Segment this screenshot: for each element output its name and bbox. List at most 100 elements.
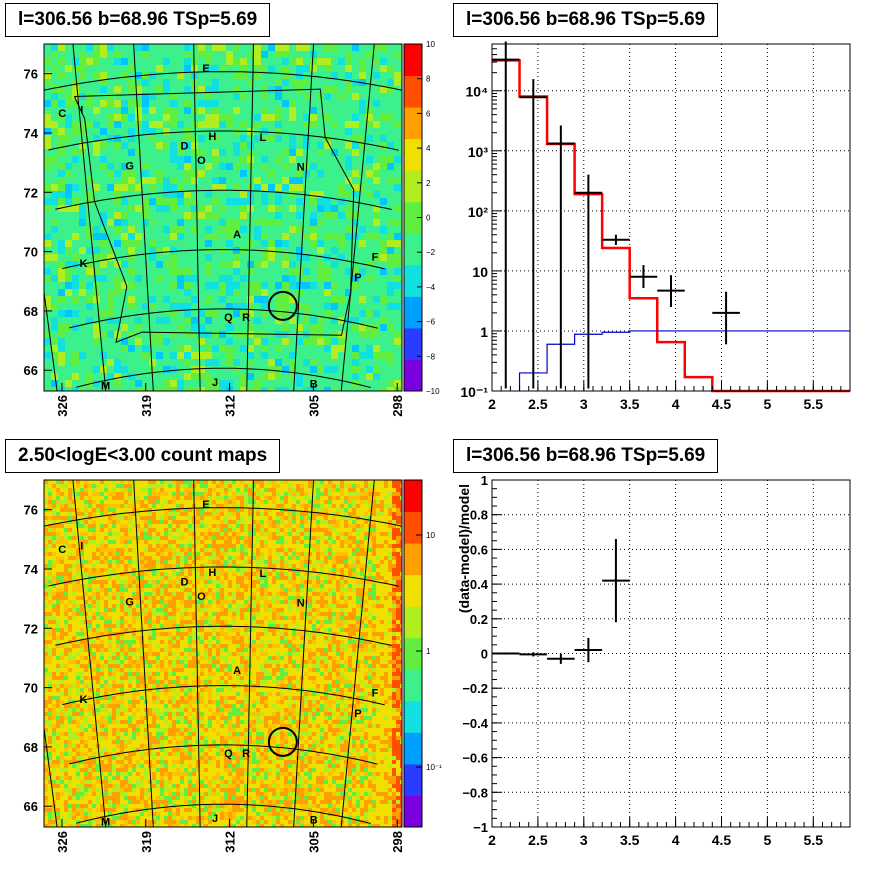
map-pixel — [324, 219, 331, 226]
map-pixel — [79, 345, 86, 352]
map-pixel — [142, 100, 149, 107]
map-pixel — [80, 520, 84, 524]
map-pixel — [310, 170, 317, 177]
map-pixel — [92, 568, 96, 572]
map-pixel — [268, 568, 272, 572]
map-pixel — [112, 484, 116, 488]
map-pixel — [128, 240, 135, 247]
map-pixel — [394, 240, 401, 247]
map-pixel — [124, 536, 128, 540]
map-pixel — [198, 359, 205, 366]
map-pixel — [212, 219, 219, 226]
map-pixel — [100, 100, 107, 107]
map-pixel — [280, 500, 284, 504]
map-pixel — [142, 282, 149, 289]
map-pixel — [376, 560, 380, 564]
map-pixel — [289, 324, 296, 331]
map-pixel — [44, 177, 51, 184]
map-pixel — [184, 492, 188, 496]
map-pixel — [156, 296, 163, 303]
map-pixel — [156, 352, 163, 359]
map-pixel — [296, 366, 303, 373]
map-pixel — [317, 226, 324, 233]
map-pixel — [289, 135, 296, 142]
map-pixel — [112, 528, 116, 532]
map-pixel — [303, 135, 310, 142]
map-pixel — [220, 500, 224, 504]
map-pixel — [205, 352, 212, 359]
map-pixel — [84, 564, 88, 568]
map-pixel — [352, 184, 359, 191]
map-pixel — [51, 380, 58, 387]
map-pixel — [152, 556, 156, 560]
map-pixel — [152, 560, 156, 564]
map-pixel — [192, 532, 196, 536]
map-pixel — [191, 198, 198, 205]
map-pixel — [219, 191, 226, 198]
data-point — [602, 234, 630, 245]
map-pixel — [205, 247, 212, 254]
map-pixel — [135, 100, 142, 107]
map-pixel — [254, 275, 261, 282]
map-pixel — [276, 552, 280, 556]
map-pixel — [121, 100, 128, 107]
map-pixel — [324, 556, 328, 560]
map-pixel — [177, 205, 184, 212]
map-pixel — [72, 261, 79, 268]
map-pixel — [120, 528, 124, 532]
map-pixel — [79, 359, 86, 366]
map-pixel — [220, 556, 224, 560]
map-pixel — [247, 58, 254, 65]
map-pixel — [280, 492, 284, 496]
map-pixel — [200, 528, 204, 532]
map-pixel — [170, 212, 177, 219]
map-pixel — [204, 552, 208, 556]
map-pixel — [116, 504, 120, 508]
map-pixel — [303, 177, 310, 184]
map-pixel — [198, 247, 205, 254]
map-pixel — [384, 568, 388, 572]
map-pixel — [65, 198, 72, 205]
map-pixel — [303, 387, 310, 391]
map-pixel — [345, 156, 352, 163]
map-pixel — [112, 496, 116, 500]
map-pixel — [100, 177, 107, 184]
map-pixel — [86, 72, 93, 79]
map-pixel — [394, 359, 401, 366]
map-pixel — [107, 373, 114, 380]
map-pixel — [204, 572, 208, 576]
map-pixel — [160, 556, 164, 560]
map-pixel — [128, 488, 132, 492]
map-pixel — [289, 198, 296, 205]
map-pixel — [236, 568, 240, 572]
map-pixel — [248, 480, 252, 484]
map-pixel — [220, 548, 224, 552]
map-pixel — [282, 268, 289, 275]
map-pixel — [310, 198, 317, 205]
map-pixel — [219, 93, 226, 100]
map-pixel — [76, 568, 80, 572]
map-pixel — [359, 289, 366, 296]
map-pixel — [261, 121, 268, 128]
map-pixel — [324, 504, 328, 508]
map-pixel — [184, 331, 191, 338]
map-pixel — [116, 548, 120, 552]
map-pixel — [261, 163, 268, 170]
map-pixel — [394, 338, 401, 345]
map-pixel — [275, 380, 282, 387]
map-pixel — [156, 532, 160, 536]
map-pixel — [400, 564, 402, 568]
map-pixel — [205, 317, 212, 324]
map-pixel — [310, 338, 317, 345]
map-pixel — [168, 540, 172, 544]
map-pixel — [268, 496, 272, 500]
map-pixel — [289, 107, 296, 114]
map-pixel — [198, 65, 205, 72]
map-pixel — [310, 58, 317, 65]
map-pixel — [144, 484, 148, 488]
map-pixel — [170, 51, 177, 58]
map-pixel — [48, 488, 52, 492]
map-pixel — [93, 254, 100, 261]
map-pixel — [226, 373, 233, 380]
map-pixel — [400, 556, 402, 560]
